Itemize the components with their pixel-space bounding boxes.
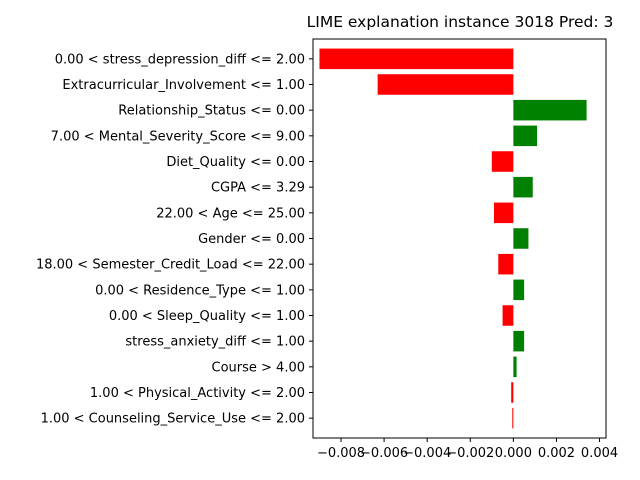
x-tick-label: −0.006 [360,446,408,461]
y-tick-label: Relationship_Status <= 0.00 [118,104,305,119]
y-tick-label: 18.00 < Semester_Credit_Load <= 22.00 [36,258,305,273]
y-tick-label: 1.00 < Physical_Activity <= 2.00 [90,386,305,401]
x-tick-label: 0.000 [495,446,532,461]
bar [493,202,514,224]
bar [513,279,525,301]
x-tick-label: −0.008 [317,446,365,461]
y-tick-label: 1.00 < Counseling_Service_Use <= 2.00 [41,412,305,427]
x-tick-label: 0.004 [581,446,618,461]
x-axis-ticks: −0.008−0.006−0.004−0.002 0.000 0.002 0.004 [317,438,618,461]
y-tick-label: 7.00 < Mental_Severity_Score <= 9.00 [51,129,305,144]
bar [319,48,514,70]
bar [511,382,514,403]
x-tick-label: 0.002 [538,446,575,461]
x-tick-label: −0.004 [403,446,451,461]
y-tick-label: Course > 4.00 [212,360,306,375]
bars-group [319,48,587,429]
plot-frame [312,38,607,439]
y-tick-label: 0.00 < Sleep_Quality <= 1.00 [109,309,305,324]
y-tick-label: stress_anxiety_diff <= 1.00 [125,335,305,350]
y-tick-label: 0.00 < stress_depression_diff <= 2.00 [55,52,305,67]
bar [512,407,514,429]
bar [513,176,533,198]
bar [513,99,587,121]
y-tick-label: Diet_Quality <= 0.00 [166,155,305,170]
bar [513,356,517,378]
bar [491,151,514,172]
y-axis-ticks: 0.00 < stress_depression_diff <= 2.00 Ext… [36,52,313,427]
bar [502,305,514,326]
y-tick-label: 22.00 < Age <= 25.00 [156,206,305,221]
y-tick-label: 0.00 < Residence_Type <= 1.00 [95,283,305,298]
y-tick-label: Gender <= 0.00 [198,232,305,247]
bar [377,74,514,95]
bar [513,228,529,249]
y-tick-label: CGPA <= 3.29 [211,181,305,196]
bar [498,253,514,275]
bar [513,125,538,147]
y-tick-label: Extracurricular_Involvement <= 1.00 [62,78,305,93]
bar [513,330,525,352]
chart-title: LIME explanation instance 3018 Pred: 3 [307,13,614,31]
x-tick-label: −0.002 [446,446,494,461]
